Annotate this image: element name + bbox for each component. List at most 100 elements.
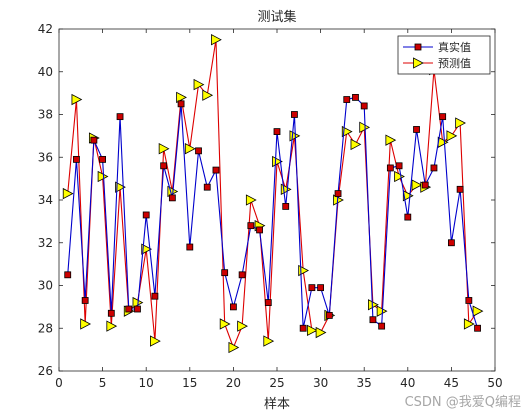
data-point <box>402 190 414 202</box>
data-point <box>151 292 159 300</box>
data-point <box>455 117 466 129</box>
data-point <box>116 113 124 121</box>
axes-layer: 0 5 10 15 20 25 30 35 40 45 50 26 28 30 32 34 36 38 40 42 <box>38 22 503 390</box>
x-axis-label: 样本 <box>264 397 290 412</box>
x-tick-label: 20 <box>226 376 241 390</box>
data-point <box>343 96 351 103</box>
data-point <box>80 318 92 330</box>
data-point <box>81 297 89 304</box>
data-point <box>202 89 214 101</box>
data-point <box>465 297 473 304</box>
data-point <box>71 93 83 106</box>
data-point <box>142 211 150 219</box>
data-point <box>315 326 327 339</box>
data-point <box>404 213 412 221</box>
series-actual <box>64 94 481 332</box>
data-point <box>360 102 368 110</box>
data-point <box>73 155 80 163</box>
plot-area <box>59 29 495 371</box>
data-point <box>273 128 281 136</box>
data-point <box>394 170 405 183</box>
data-point <box>282 203 290 210</box>
data-point <box>386 164 394 172</box>
data-point <box>158 143 170 155</box>
data-point <box>430 164 438 172</box>
data-point <box>247 222 255 230</box>
data-point <box>99 155 106 163</box>
data-point <box>474 324 481 332</box>
data-point <box>97 170 109 183</box>
data-point <box>150 335 161 347</box>
data-point <box>439 113 447 121</box>
y-tick-label: 26 <box>38 364 53 378</box>
data-point <box>378 322 386 330</box>
y-tick-label: 30 <box>38 279 53 293</box>
data-point <box>256 226 263 234</box>
y-tick-label: 36 <box>38 150 53 164</box>
data-point <box>350 138 362 151</box>
legend-item: 预测值 <box>403 57 471 70</box>
data-point <box>264 299 272 307</box>
data-point <box>334 190 342 197</box>
data-point <box>193 78 205 91</box>
data-point <box>221 269 229 277</box>
legend-item: 真实值 <box>403 40 471 54</box>
data-point <box>317 284 325 292</box>
data-point <box>245 194 257 206</box>
y-tick-label: 40 <box>38 65 53 79</box>
y-tick-label: 34 <box>38 193 53 207</box>
x-tick-label: 10 <box>139 376 154 390</box>
data-point <box>341 125 353 138</box>
data-point <box>263 335 275 347</box>
data-point <box>184 143 196 155</box>
data-point <box>472 305 484 317</box>
data-point <box>421 181 429 189</box>
data-point <box>447 239 455 247</box>
data-point <box>238 271 246 279</box>
data-point <box>195 147 202 155</box>
y-tick-label: 42 <box>38 22 53 36</box>
data-point <box>325 312 333 319</box>
data-point <box>228 341 240 354</box>
data-point <box>212 166 220 174</box>
data-point <box>413 126 420 133</box>
data-point <box>308 284 316 292</box>
data-point <box>219 318 231 330</box>
y-tick-label: 38 <box>38 108 53 122</box>
data-point <box>368 299 379 311</box>
data-point <box>291 111 298 118</box>
data-point <box>176 91 187 104</box>
x-tick-label: 15 <box>182 376 197 390</box>
x-tick-label: 35 <box>357 376 372 390</box>
x-tick-label: 5 <box>99 376 107 390</box>
data-point <box>211 34 222 46</box>
data-point <box>134 305 141 313</box>
data-point <box>115 181 126 193</box>
data-point <box>106 320 118 332</box>
data-point <box>203 183 211 191</box>
data-point <box>385 134 397 146</box>
data-point <box>125 305 133 313</box>
data-point <box>369 316 377 324</box>
data-point <box>237 320 248 332</box>
data-point <box>411 179 423 191</box>
legend-marker <box>413 57 424 69</box>
data-point <box>299 324 307 332</box>
data-point <box>160 162 168 170</box>
data-point <box>90 136 98 144</box>
data-point <box>62 187 74 200</box>
data-point <box>446 130 458 142</box>
legend-label: 真实值 <box>438 40 471 54</box>
x-tick-label: 0 <box>55 376 63 390</box>
data-point <box>463 318 475 330</box>
data-point <box>168 194 176 202</box>
x-tick-label: 50 <box>487 376 502 390</box>
y-tick-label: 32 <box>38 236 53 250</box>
data-point <box>352 94 359 101</box>
data-point <box>64 271 72 279</box>
series-layer <box>62 34 484 354</box>
watermark: CSDN @我爱Q编程 <box>404 395 521 410</box>
chart-title: 测试集 <box>257 9 296 25</box>
x-tick-label: 25 <box>269 376 284 390</box>
